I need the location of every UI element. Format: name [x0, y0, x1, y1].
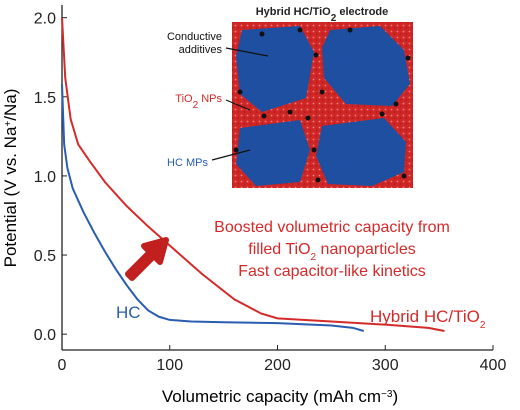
pointer [225, 99, 251, 111]
annotation-part: nanoparticles [316, 241, 416, 258]
x-axis-label: Volumetric capacity (mAh cm−3) [162, 387, 398, 406]
particle [236, 120, 310, 186]
annotation: filled TiO2 nanoparticles [248, 241, 415, 263]
x-tick-label: 300 [372, 357, 399, 374]
pointer [211, 149, 251, 161]
series-label-part: HC [116, 303, 141, 322]
series-label: Hybrid HC/TiO2 [370, 307, 486, 331]
x-tick-label: 100 [156, 357, 183, 374]
x-axis-label-part: Volumetric capacity (mAh cm [162, 387, 381, 406]
particle [236, 26, 314, 112]
y-tick-label: 1.0 [34, 169, 56, 186]
inset-title-part: electrode [336, 6, 388, 18]
x-axis-label-sup: −3 [381, 389, 393, 400]
x-tick-label: 200 [264, 357, 291, 374]
y-tick-label: 1.5 [34, 90, 56, 107]
additive-dots [233, 27, 411, 183]
inset-label-part: TiO [175, 93, 193, 105]
x-tick-label: 0 [58, 357, 67, 374]
particle [322, 26, 410, 106]
y-axis-label: Potential (V vs. Na+/Na) [1, 89, 20, 268]
series-line [61, 17, 445, 332]
particle [316, 118, 406, 186]
inset-label: Conductive additives [167, 31, 223, 56]
inset-label-part: NPs [198, 93, 222, 105]
inset-label-line: Conductive [167, 31, 222, 43]
annotation: Fast capacitor-like kinetics [238, 263, 426, 280]
series-line [61, 84, 364, 332]
y-axis-label-part: /Na) [1, 89, 20, 121]
series-label-part: Hybrid HC/TiO [370, 307, 480, 326]
inset: Hybrid HC/TiO2 electrode Conductive addit… [167, 6, 413, 188]
y-axis-label-sup: + [3, 121, 14, 127]
y-tick-label: 2.0 [34, 11, 56, 28]
arrow [125, 237, 169, 281]
inset-title: Hybrid HC/TiO2 electrode [256, 6, 389, 24]
inset-label-part: HC MPs [167, 157, 208, 169]
x-axis-label-part: ) [392, 387, 398, 406]
y-tick-label: 0.5 [34, 248, 56, 265]
inset-title-part: Hybrid HC/TiO [256, 6, 331, 18]
annotation-sub: 2 [311, 252, 317, 263]
annotation: Boosted volumetric capacity from [214, 219, 450, 236]
annotation-line: Boosted volumetric capacity from [214, 219, 450, 236]
annotation-part: filled TiO [248, 241, 310, 258]
plot-area: 0.0 0.5 1.0 1.5 2.0 0 100 200 300 400 [34, 5, 507, 374]
inset-label: TiO2 NPs [175, 93, 222, 111]
series-label-sub: 2 [480, 320, 486, 331]
annotation-line: Fast capacitor-like kinetics [238, 263, 426, 280]
inset-label-line: additives [179, 44, 223, 56]
series-label: HC [116, 303, 141, 322]
pointer [225, 47, 269, 57]
inset-label-sub: 2 [193, 100, 199, 111]
inset-label: HC MPs [167, 157, 208, 169]
y-tick-label: 0.0 [34, 327, 56, 344]
x-tick-label: 400 [480, 357, 507, 374]
inset-title-sub: 2 [331, 13, 337, 24]
y-axis-label-part: Potential (V vs. Na [1, 126, 20, 267]
